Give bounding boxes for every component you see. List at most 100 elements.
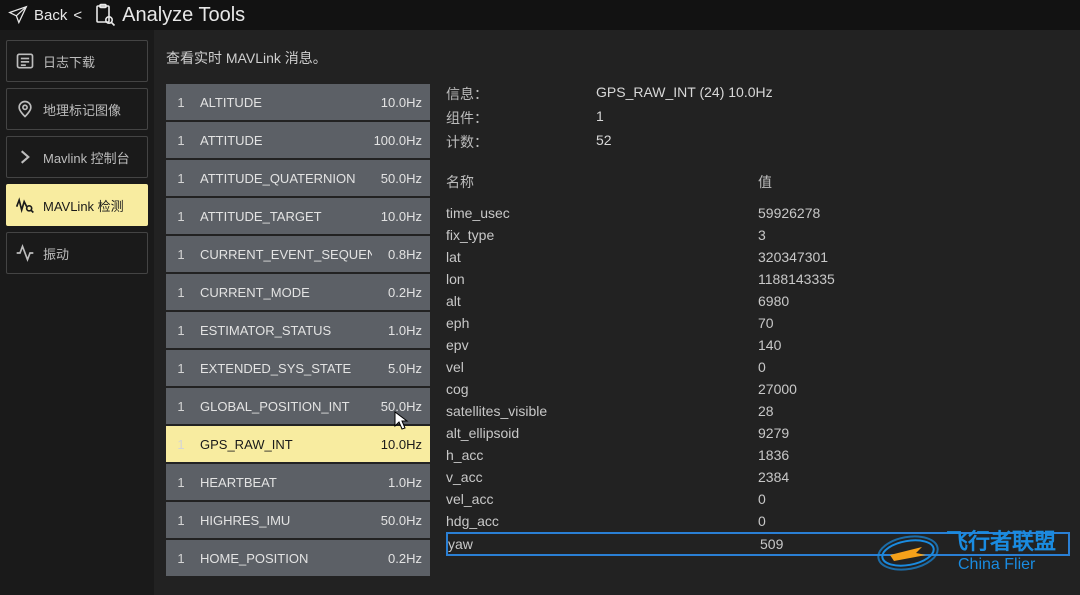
field-value: 140 bbox=[758, 337, 1070, 353]
watermark-logo: 飞行者联盟 China Flier bbox=[876, 519, 1066, 581]
message-row[interactable]: 1CURRENT_MODE0.2Hz bbox=[166, 274, 430, 310]
field-value: 9279 bbox=[758, 425, 1070, 441]
sidebar: 日志下载 地理标记图像 Mavlink 控制台 bbox=[0, 30, 154, 595]
message-row[interactable]: 1CURRENT_EVENT_SEQUENCE0.8Hz bbox=[166, 236, 430, 272]
message-comp: 1 bbox=[166, 361, 196, 376]
message-hz: 50.0Hz bbox=[372, 513, 430, 528]
location-pin-icon bbox=[15, 99, 35, 119]
field-value: 59926278 bbox=[758, 205, 1070, 221]
sidebar-item-vibration[interactable]: 振动 bbox=[6, 232, 148, 274]
field-name: lon bbox=[446, 271, 758, 287]
message-comp: 1 bbox=[166, 551, 196, 566]
field-row[interactable]: satellites_visible28 bbox=[446, 400, 1070, 422]
fields-header: 名称 值 bbox=[446, 172, 1070, 192]
sidebar-item-geotag[interactable]: 地理标记图像 bbox=[6, 88, 148, 130]
field-name: vel bbox=[446, 359, 758, 375]
message-row[interactable]: 1HEARTBEAT1.0Hz bbox=[166, 464, 430, 500]
chevron-right-icon bbox=[15, 147, 35, 167]
back-chevron: < bbox=[73, 7, 82, 24]
message-name: ATTITUDE_TARGET bbox=[196, 209, 372, 224]
message-name: ESTIMATOR_STATUS bbox=[196, 323, 372, 338]
detail-count-value: 52 bbox=[596, 132, 1070, 152]
field-value: 2384 bbox=[758, 469, 1070, 485]
message-row[interactable]: 1ATTITUDE_TARGET10.0Hz bbox=[166, 198, 430, 234]
field-row[interactable]: lon1188143335 bbox=[446, 268, 1070, 290]
sidebar-item-mavlink-console[interactable]: Mavlink 控制台 bbox=[6, 136, 148, 178]
message-hz: 50.0Hz bbox=[372, 399, 430, 414]
message-comp: 1 bbox=[166, 171, 196, 186]
logo-line2: China Flier bbox=[958, 556, 1036, 573]
field-value: 3 bbox=[758, 227, 1070, 243]
message-row[interactable]: 1EXTENDED_SYS_STATE5.0Hz bbox=[166, 350, 430, 386]
sidebar-item-label: 振动 bbox=[43, 244, 69, 263]
field-name: cog bbox=[446, 381, 758, 397]
message-row[interactable]: 1ATTITUDE_QUATERNION50.0Hz bbox=[166, 160, 430, 196]
message-row[interactable]: 1HOME_POSITION0.2Hz bbox=[166, 540, 430, 576]
message-hz: 5.0Hz bbox=[372, 361, 430, 376]
sidebar-item-label: Mavlink 控制台 bbox=[43, 148, 130, 167]
message-hz: 10.0Hz bbox=[372, 437, 430, 452]
message-comp: 1 bbox=[166, 513, 196, 528]
message-row[interactable]: 1GLOBAL_POSITION_INT50.0Hz bbox=[166, 388, 430, 424]
message-name: CURRENT_EVENT_SEQUENCE bbox=[196, 247, 372, 262]
back-button[interactable]: Back < bbox=[8, 5, 82, 25]
sidebar-item-log-download[interactable]: 日志下载 bbox=[6, 40, 148, 82]
sidebar-item-mavlink-inspect[interactable]: MAVLink 检测 bbox=[6, 184, 148, 226]
field-row[interactable]: cog27000 bbox=[446, 378, 1070, 400]
clipboard-search-icon bbox=[92, 3, 116, 27]
field-value: 320347301 bbox=[758, 249, 1070, 265]
sidebar-item-label: 地理标记图像 bbox=[43, 100, 121, 119]
message-name: GPS_RAW_INT bbox=[196, 437, 372, 452]
message-comp: 1 bbox=[166, 323, 196, 338]
message-name: ATTITUDE_QUATERNION bbox=[196, 171, 372, 186]
message-comp: 1 bbox=[166, 133, 196, 148]
detail-count-row: 计数： 52 bbox=[446, 132, 1070, 152]
field-row[interactable]: h_acc1836 bbox=[446, 444, 1070, 466]
fields-list: time_usec59926278fix_type3lat320347301lo… bbox=[446, 202, 1070, 556]
field-row[interactable]: epv140 bbox=[446, 334, 1070, 356]
message-hz: 0.8Hz bbox=[372, 247, 430, 262]
message-hz: 100.0Hz bbox=[372, 133, 430, 148]
page-title: Analyze Tools bbox=[122, 4, 245, 27]
field-name: epv bbox=[446, 337, 758, 353]
message-name: HEARTBEAT bbox=[196, 475, 372, 490]
message-comp: 1 bbox=[166, 399, 196, 414]
message-row[interactable]: 1ESTIMATOR_STATUS1.0Hz bbox=[166, 312, 430, 348]
value-header: 值 bbox=[758, 172, 772, 192]
field-name: eph bbox=[446, 315, 758, 331]
message-row[interactable]: 1GPS_RAW_INT10.0Hz bbox=[166, 426, 430, 462]
message-hz: 10.0Hz bbox=[372, 95, 430, 110]
message-row[interactable]: 1HIGHRES_IMU50.0Hz bbox=[166, 502, 430, 538]
field-row[interactable]: eph70 bbox=[446, 312, 1070, 334]
field-value: 1188143335 bbox=[758, 271, 1070, 287]
message-name: ALTITUDE bbox=[196, 95, 372, 110]
message-hz: 1.0Hz bbox=[372, 323, 430, 338]
field-row[interactable]: fix_type3 bbox=[446, 224, 1070, 246]
topbar: Back < Analyze Tools bbox=[0, 0, 1080, 30]
message-hz: 1.0Hz bbox=[372, 475, 430, 490]
field-name: v_acc bbox=[446, 469, 758, 485]
message-row[interactable]: 1ALTITUDE10.0Hz bbox=[166, 84, 430, 120]
message-comp: 1 bbox=[166, 285, 196, 300]
waveform-search-icon bbox=[15, 195, 35, 215]
field-row[interactable]: vel_acc0 bbox=[446, 488, 1070, 510]
field-row[interactable]: time_usec59926278 bbox=[446, 202, 1070, 224]
logo-line1: 飞行者联盟 bbox=[946, 529, 1056, 554]
message-name: ATTITUDE bbox=[196, 133, 372, 148]
message-hz: 0.2Hz bbox=[372, 551, 430, 566]
field-row[interactable]: v_acc2384 bbox=[446, 466, 1070, 488]
message-list[interactable]: 1ALTITUDE10.0Hz1ATTITUDE100.0Hz1ATTITUDE… bbox=[166, 84, 430, 595]
message-comp: 1 bbox=[166, 437, 196, 452]
message-comp: 1 bbox=[166, 475, 196, 490]
main-panel: 查看实时 MAVLink 消息。 1ALTITUDE10.0Hz1ATTITUD… bbox=[154, 30, 1080, 595]
detail-info-row: 信息： GPS_RAW_INT (24) 10.0Hz bbox=[446, 84, 1070, 104]
message-comp: 1 bbox=[166, 209, 196, 224]
field-name: time_usec bbox=[446, 205, 758, 221]
field-row[interactable]: vel0 bbox=[446, 356, 1070, 378]
field-row[interactable]: alt_ellipsoid9279 bbox=[446, 422, 1070, 444]
field-row[interactable]: lat320347301 bbox=[446, 246, 1070, 268]
subtitle: 查看实时 MAVLink 消息。 bbox=[166, 48, 1080, 68]
message-row[interactable]: 1ATTITUDE100.0Hz bbox=[166, 122, 430, 158]
detail-count-label: 计数： bbox=[446, 132, 596, 152]
field-row[interactable]: alt6980 bbox=[446, 290, 1070, 312]
